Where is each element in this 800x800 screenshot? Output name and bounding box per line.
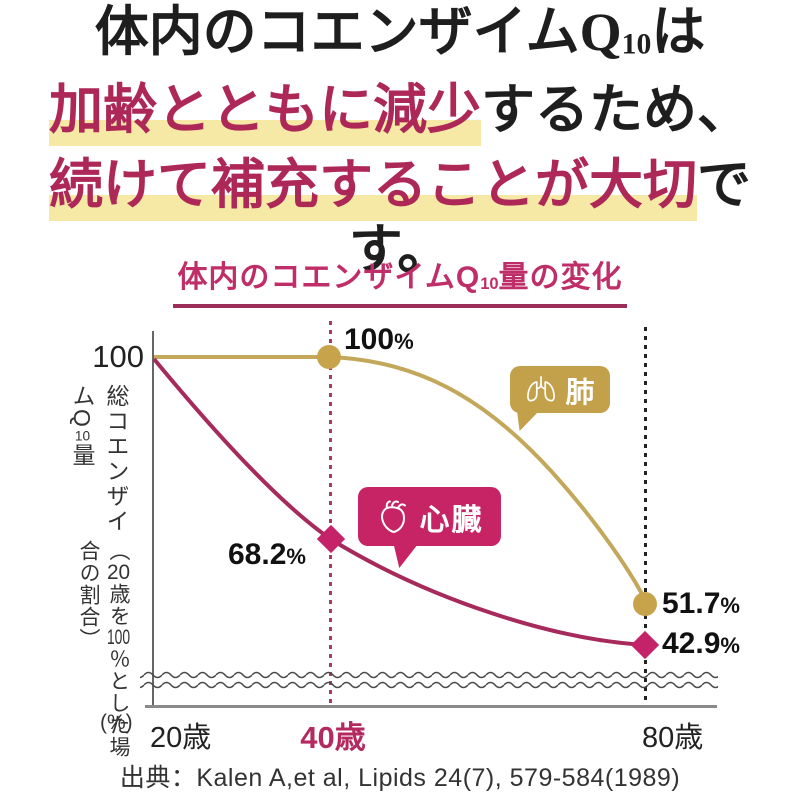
headline-line2: 加齢とともに減少するため、 bbox=[0, 78, 800, 146]
axis-break-wave-2 bbox=[140, 681, 718, 691]
headline-line1-tail: は bbox=[651, 2, 706, 62]
label-heart-40-num: 68.2 bbox=[228, 538, 287, 571]
x-tick-80: 80歳 bbox=[642, 722, 704, 754]
label-lung-40: 100% bbox=[344, 323, 414, 357]
chart-title-post: 量の変化 bbox=[498, 261, 623, 294]
y-title-post: 量 bbox=[69, 442, 95, 468]
y-axis-title-main: 総コエンザイムQ10量 bbox=[65, 384, 133, 540]
chart-title-pre: 体内のコエンザイムQ bbox=[177, 261, 481, 294]
chart-title-subscript: 10 bbox=[480, 274, 499, 293]
dotted-line-40 bbox=[329, 321, 332, 705]
lung-legend-label: 肺 bbox=[565, 376, 595, 409]
heart-legend-badge: 心臓 bbox=[358, 487, 501, 546]
heart-icon bbox=[376, 499, 412, 535]
y-title-pre: 総コエンザイムQ bbox=[69, 384, 129, 534]
heart-badge-tail bbox=[393, 544, 418, 568]
headline-line3-highlight: 続けて補充することが大切 bbox=[49, 155, 697, 221]
x-axis-line bbox=[145, 705, 717, 708]
lung-legend-badge: 肺 bbox=[510, 366, 610, 413]
heart-legend-label: 心臓 bbox=[419, 503, 484, 537]
y-axis-max-label: 100 bbox=[92, 339, 144, 374]
lung-icon bbox=[525, 375, 557, 404]
heart-marker-80 bbox=[630, 630, 660, 660]
y-axis-title-note: （20歳を100％とした場合の割合） bbox=[56, 540, 133, 759]
label-lung-80-pct: % bbox=[720, 593, 740, 618]
label-heart-80-pct: % bbox=[720, 633, 740, 658]
y-axis-title: 総コエンザイムQ10量 （20歳を100％とした場合の割合） bbox=[56, 384, 133, 759]
label-lung-80: 51.7% bbox=[662, 587, 740, 621]
lung-marker-40 bbox=[317, 345, 341, 369]
y-note-num-100: 100 bbox=[106, 627, 131, 649]
label-heart-40-pct: % bbox=[286, 544, 306, 569]
headline-line3: 続けて補充することが大切です。 bbox=[0, 153, 800, 283]
headline-line2-highlight: 加齢とともに減少 bbox=[49, 80, 481, 146]
axis-break-wave-1 bbox=[140, 670, 718, 680]
q10-subscript: 10 bbox=[621, 28, 652, 61]
y-note-seg3: ％とした場合の割合） bbox=[77, 540, 130, 759]
headline-line1-text: 体内のコエンザイムQ bbox=[94, 2, 622, 62]
y-note-seg2: 歳を bbox=[107, 583, 130, 628]
lung-badge-tail bbox=[517, 411, 539, 431]
x-tick-40: 40歳 bbox=[300, 720, 366, 755]
label-heart-80: 42.9% bbox=[662, 627, 740, 661]
heart-marker-40 bbox=[316, 524, 346, 554]
y-axis-line bbox=[152, 331, 154, 707]
y-note-num-20: 20 bbox=[106, 562, 131, 584]
headline-line3-rest: です。 bbox=[348, 155, 751, 280]
label-lung-80-num: 51.7 bbox=[662, 587, 721, 620]
label-heart-80-num: 42.9 bbox=[662, 627, 721, 660]
y-title-q10-subscript: 10 bbox=[74, 428, 91, 443]
x-tick-20: 20歳 bbox=[150, 722, 212, 754]
headline-line2-rest: するため、 bbox=[481, 80, 751, 140]
y-note-paren-open: （ bbox=[107, 540, 130, 563]
source-citation: 出典：Kalen A,et al, Lipids 24(7), 579-584(… bbox=[119, 764, 681, 792]
label-heart-40: 68.2% bbox=[228, 538, 306, 572]
headline-line1: 体内のコエンザイムQ10は bbox=[0, 0, 800, 65]
chart-title: 体内のコエンザイムQ10量の変化 bbox=[173, 252, 627, 308]
label-lung-40-pct: % bbox=[394, 329, 414, 354]
label-lung-40-num: 100 bbox=[344, 323, 395, 356]
lung-marker-80 bbox=[633, 592, 657, 616]
y-axis-unit-label: (%) bbox=[100, 711, 133, 734]
chart-title-wrap: 体内のコエンザイムQ10量の変化 bbox=[0, 252, 800, 308]
